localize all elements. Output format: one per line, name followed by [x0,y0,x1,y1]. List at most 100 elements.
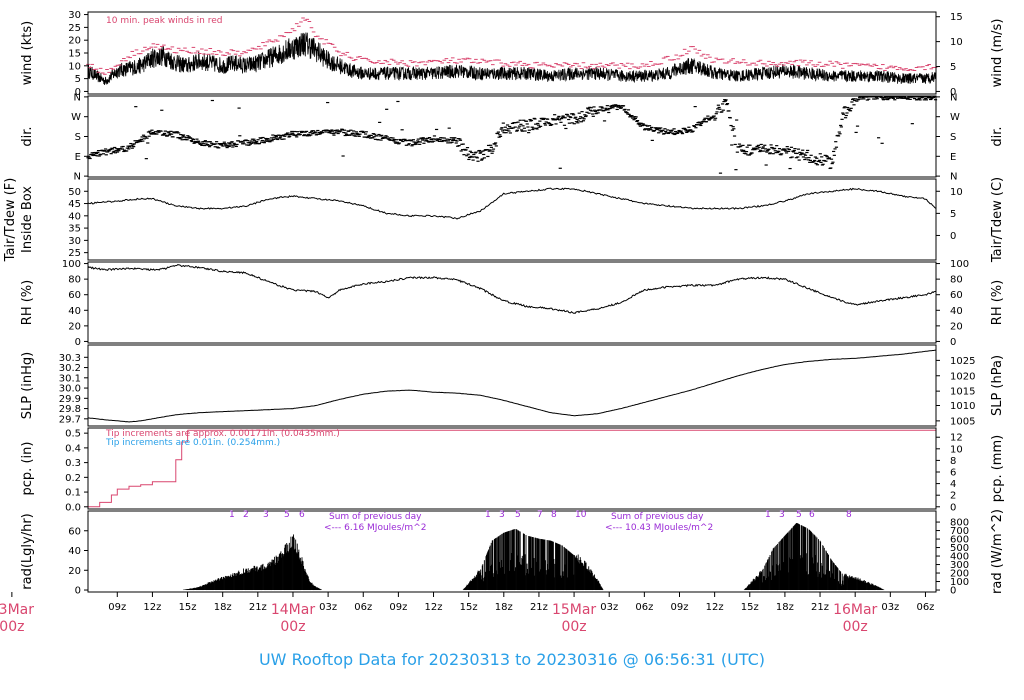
svg-text:3: 3 [499,510,505,520]
pcp-right-tick-label: 12 [950,433,963,444]
svg-text:8: 8 [551,510,557,520]
wind-right-tick-label: 5 [950,62,956,73]
x-hour-tick-label: 21z [249,602,267,613]
slp-line [87,349,937,423]
rh-left-tick-label: 100 [62,259,81,270]
x-hour-tick-label: 12z [143,602,161,613]
temp-left-tick-label: 50 [68,187,81,198]
pcp-line [88,430,189,508]
x-hour-tick-label: 03z [319,602,337,613]
dir-left-tick-label: W [71,112,81,123]
wind-left-label: wind (kts) [20,21,35,85]
rad-left-tick-label: 20 [68,566,81,577]
svg-text:10: 10 [575,510,587,520]
x-hour-tick-label: 09z [389,602,407,613]
dir-left-tick-label: E [75,152,81,163]
slp-right-label: SLP (hPa) [990,355,1005,416]
pcp-left-tick-label: 0.3 [65,458,81,469]
frames-layer [87,11,937,593]
temp-right-tick-label: 0 [950,231,956,242]
pcp-left-tick-label: 0.1 [65,488,81,499]
rh-panel-frame [87,261,937,344]
dir-left-tick-label: N [74,172,81,183]
rad-right-tick-label: 400 [950,552,969,563]
temp-left-tick-label: 30 [68,236,81,247]
rh-right-tick-label: 60 [950,290,963,301]
rad-right-tick-label: 300 [950,560,969,571]
rad-panel-frame [87,510,937,593]
x-hour-tick-label: 15z [741,602,759,613]
pcp-right-tick-label: 2 [950,491,956,502]
slp-right-tick-label: 1025 [950,356,975,367]
rh-left-tick-label: 60 [68,290,81,301]
rad-left-label: rad(Lgly/hr) [20,513,35,589]
wind-left-tick-label: 30 [68,10,81,21]
wind-right-label: wind (m/s) [990,19,1005,88]
rad-right-tick-label: 100 [950,577,969,588]
x-hour-tick-label: 12z [706,602,724,613]
temp-left-tick-label: 35 [68,224,81,235]
slp-left-tick-label: 30.2 [59,363,81,374]
dir-left-tick-label: S [75,132,81,143]
svg-text:3: 3 [779,510,785,520]
slp-right-tick-label: 1015 [950,387,975,398]
x-day-time-label: 00z [280,619,305,635]
svg-text:3: 3 [263,510,269,520]
rad-right-tick-label: 500 [950,543,969,554]
svg-text:5: 5 [284,510,290,520]
slp-left-tick-label: 30.1 [59,373,81,384]
rad-right-tick-label: 200 [950,569,969,580]
pcp-left-tick-label: 0.5 [65,429,81,440]
rh-left-tick-label: 40 [68,306,81,317]
dir-right-tick-label: N [950,172,957,183]
x-day-date-label: 15Mar [552,602,596,618]
slp-left-tick-label: 30.3 [59,353,81,364]
svg-text:6: 6 [299,510,305,520]
slp-left-tick-label: 29.9 [59,394,81,405]
x-hour-tick-label: 09z [108,602,126,613]
svg-text:1: 1 [765,510,771,520]
x-hour-tick-label: 18z [776,602,794,613]
rad-sum1-line2: <--- 6.16 MJoules/m^2 [324,523,426,533]
pcp-left-tick-label: 0.0 [65,502,81,513]
rad-left-tick-label: 40 [68,546,81,557]
x-day-date-label: 13Mar [0,602,34,618]
x-axis: 09z 12z 15z 18z 21z 03z 06z 09z 12z 15z 18z 21z 03z 0… [0,592,934,635]
x-day-time-label: 00z [843,619,868,635]
axis-labels-layer: wind (kts) wind (m/s) dir. dir. Tair/Tdew (F… [3,19,1005,594]
chart-title: UW Rooftop Data for 20230313 to 20230316… [259,650,765,669]
x-hour-tick-label: 09z [670,602,688,613]
svg-text:6: 6 [809,510,815,520]
plots-layer [86,17,938,591]
rh-line [87,263,937,314]
rad-sum2-line2: <--- 10.43 MJoules/m^2 [605,523,713,533]
x-day-date-label: 14Mar [271,602,315,618]
pcp-right-tick-label: 10 [950,444,963,455]
x-hour-tick-label: 06z [916,602,934,613]
temp-left-label2: Inside Box [20,186,35,253]
rh-left-label: RH (%) [20,280,35,325]
dir-right-tick-label: E [950,152,956,163]
rad-right-tick-label: 0 [950,586,956,597]
pcp-right-tick-label: 0 [950,502,956,513]
dir-right-tick-label: N [950,92,957,103]
svg-text:2: 2 [243,510,249,520]
rad-right-label: rad (W/m^2) [990,509,1005,594]
slp-left-tick-label: 29.8 [59,404,81,415]
ticks-layer: 051015202530051015NESWNNESWN253035404550… [59,10,976,596]
x-day-time-label: 00z [561,619,586,635]
x-hour-tick-label: 03z [881,602,899,613]
x-hour-tick-label: 18z [214,602,232,613]
wind-left-tick-label: 25 [68,23,81,34]
slp-right-tick-label: 1020 [950,371,975,382]
svg-text:5: 5 [515,510,521,520]
wind-speed-line [87,32,937,86]
rad-left-tick-label: 0 [75,586,81,597]
wind-right-tick-label: 10 [950,37,963,48]
wind-left-tick-label: 5 [75,74,81,85]
x-hour-tick-label: 15z [460,602,478,613]
svg-text:5: 5 [796,510,802,520]
svg-text:8: 8 [846,510,852,520]
dir-right-tick-label: S [950,132,956,143]
